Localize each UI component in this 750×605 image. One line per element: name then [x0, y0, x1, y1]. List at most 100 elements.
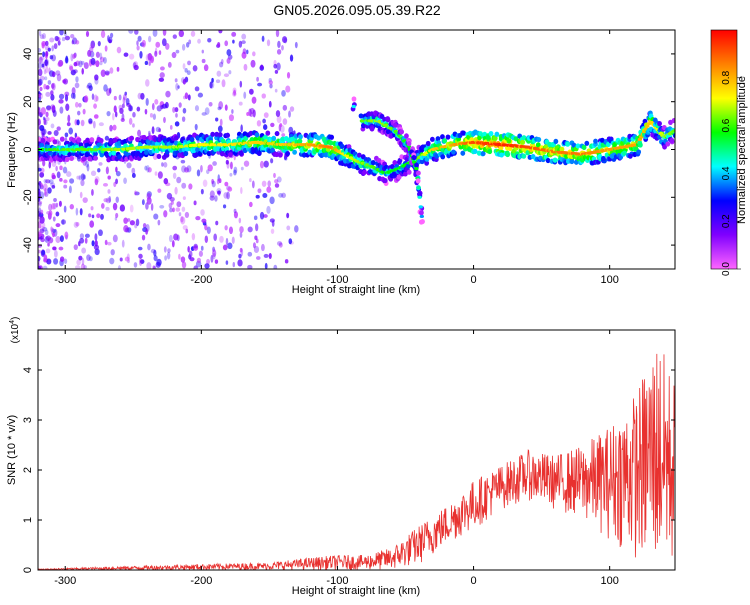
spectrogram-noise-cell	[93, 244, 100, 250]
spectrogram-x-tick-label: 100	[600, 274, 618, 286]
spectrogram-noise-cell	[246, 111, 250, 116]
spectrogram-noise-cell	[105, 197, 111, 204]
spectrogram-noise-cell	[187, 245, 190, 253]
spectrogram-noise-cell	[229, 172, 233, 177]
spectrogram-noise-cell	[38, 78, 43, 86]
spectrogram-noise-cell	[94, 178, 99, 186]
spectrogram-noise-cell	[129, 204, 134, 213]
spectrogram-ridge-cell	[440, 134, 445, 140]
spectrogram-noise-cell	[44, 59, 48, 66]
spectrogram-noise-cell	[50, 182, 55, 187]
spectrogram-noise-cell	[276, 115, 282, 124]
spectrogram-noise-cell	[48, 179, 54, 185]
spectrogram-noise-cell	[98, 229, 103, 237]
spectrogram-noise-cell	[47, 80, 52, 85]
spectrogram-noise-cell	[138, 253, 143, 259]
spectrogram-noise-cell	[137, 129, 142, 137]
spectrogram-noise-cell	[175, 207, 181, 212]
spectrogram-noise-cell	[175, 113, 178, 118]
spectrogram-noise-cell	[94, 248, 100, 256]
spectrogram-noise-cell	[38, 201, 42, 207]
spectrogram-branch-cell	[417, 191, 422, 197]
spectrogram-noise-cell	[281, 192, 286, 199]
spectrogram-noise-cell	[161, 162, 164, 167]
spectrogram-branch-cell	[351, 96, 357, 102]
spectrogram-noise-cell	[106, 111, 111, 117]
spectrogram-ridge-cell	[668, 119, 673, 126]
spectrogram-noise-cell	[164, 255, 168, 261]
spectrogram-noise-cell	[181, 116, 186, 122]
spectrogram-noise-cell	[74, 82, 80, 89]
spectrogram-ridge-cell-core	[637, 137, 643, 142]
spectrogram-noise-cell	[134, 30, 139, 35]
spectrogram-noise-cell	[49, 55, 54, 60]
snr-series-line	[38, 353, 675, 570]
snr-marks	[38, 353, 675, 570]
spectrogram-noise-cell	[46, 106, 52, 112]
spectrogram-noise-cell	[108, 196, 112, 203]
spectrogram-noise-cell	[83, 95, 89, 103]
spectrogram-noise-cell	[247, 251, 253, 257]
spectrogram-noise-cell	[262, 118, 266, 124]
spectrogram-noise-cell	[97, 168, 101, 173]
spectrogram-ridge-cell	[442, 138, 448, 144]
spectrogram-noise-cell	[38, 124, 41, 130]
spectrogram-noise-cell	[123, 177, 127, 185]
spectrogram-noise-cell	[42, 221, 46, 230]
spectrogram-noise-cell	[250, 59, 256, 68]
spectrogram-noise-cell	[256, 256, 261, 260]
spectrogram-noise-cell	[73, 69, 78, 74]
spectrogram-noise-cell	[240, 124, 243, 133]
spectrogram-noise-cell	[49, 37, 55, 43]
spectrogram-noise-cell	[65, 103, 70, 112]
spectrogram-noise-cell	[238, 40, 243, 48]
spectrogram-noise-cell	[251, 180, 255, 189]
spectrogram-ridge-cell	[277, 152, 283, 158]
spectrogram-noise-cell	[286, 225, 291, 231]
spectrogram-noise-cell	[182, 63, 186, 70]
spectrogram-noise-cell	[206, 169, 210, 175]
spectrogram-noise-cell	[88, 256, 93, 262]
spectrogram-noise-cell	[41, 61, 46, 70]
spectrogram-noise-cell	[180, 216, 184, 223]
spectrogram-noise-cell	[95, 51, 100, 58]
spectrogram-noise-cell	[227, 242, 233, 250]
spectrogram-noise-cell	[112, 112, 115, 121]
spectrogram-noise-cell	[149, 113, 153, 118]
spectrogram-noise-cell	[286, 212, 290, 219]
spectrogram-noise-cell	[178, 102, 182, 108]
spectrogram-noise-cell	[98, 162, 103, 166]
spectrogram-ridge-cell	[76, 137, 82, 143]
spectrogram-noise-cell	[122, 97, 126, 105]
spectrogram-noise-cell	[262, 193, 268, 198]
spectrogram-noise-cell	[151, 126, 155, 135]
spectrogram-noise-cell	[284, 259, 289, 264]
spectrogram-noise-cell	[155, 41, 161, 48]
spectrogram-noise-cell	[201, 49, 204, 54]
spectrogram-noise-cell	[261, 35, 265, 42]
spectrogram-noise-cell	[204, 223, 208, 231]
figure-title: GN05.2026.095.05.39.R22	[273, 2, 441, 18]
spectrogram-noise-cell	[103, 198, 109, 203]
spectrogram-noise-cell	[58, 93, 65, 100]
spectrogram-noise-cell	[166, 251, 171, 260]
spectrogram-noise-cell	[48, 203, 53, 212]
spectrogram-noise-cell	[53, 129, 59, 137]
snr-x-tick-label: -200	[190, 575, 212, 587]
spectrogram-noise-cell	[129, 53, 135, 60]
spectrogram-noise-cell	[261, 93, 266, 99]
spectrogram-noise-cell	[58, 99, 64, 104]
spectrogram-noise-cell	[51, 71, 56, 78]
spectrogram-ridge-cell	[129, 135, 135, 141]
spectrogram-ridge-cell	[217, 132, 223, 138]
spectrogram-noise-cell	[203, 64, 209, 72]
spectrogram-noise-cell	[224, 104, 228, 111]
spectrogram-noise-cell	[182, 78, 187, 85]
spectrogram-noise-cell	[150, 248, 156, 254]
spectrogram-ridge-cell	[237, 137, 243, 143]
colorbar-tick-label: 0.0	[721, 262, 732, 276]
spectrogram-noise-cell	[41, 40, 47, 47]
spectrogram-ridge-cell	[498, 145, 504, 151]
spectrogram-noise-cell	[57, 61, 63, 67]
spectrogram-ridge-cell	[376, 157, 382, 164]
